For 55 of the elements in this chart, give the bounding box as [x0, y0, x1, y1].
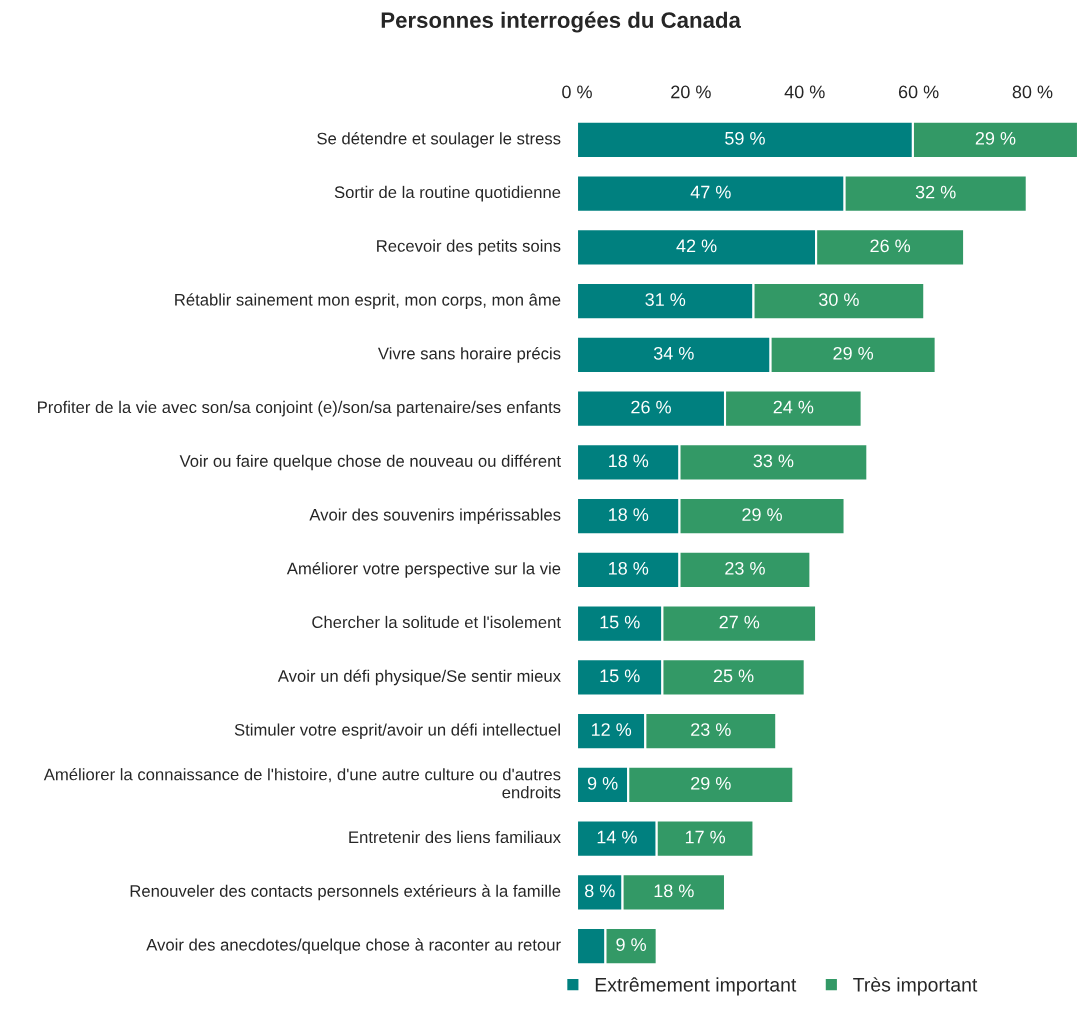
data-label: 31 %: [645, 293, 686, 306]
x-tick-label: 20 %: [671, 85, 711, 99]
data-label: 17 %: [685, 830, 726, 844]
x-tick-label: 0 %: [562, 85, 592, 99]
data-label: 18 %: [609, 508, 649, 521]
data-label: 14 %: [597, 830, 637, 844]
y-tick-label: Sortir de la routine quotidienne: [334, 185, 561, 202]
x-tick-label: 60 %: [898, 85, 939, 99]
y-tick-label: Entretenir des liens familiaux: [349, 830, 561, 844]
x-tick-label: 80 %: [1012, 85, 1053, 99]
data-label: 59 %: [725, 131, 765, 145]
y-tick-label: Recevoir des petits soins: [377, 239, 561, 256]
data-label: 9 %: [587, 776, 618, 790]
data-label: 18 %: [654, 884, 694, 898]
y-tick-label: Voir ou faire quelque chose de nouveau ou différent: [179, 454, 561, 471]
data-label: 23 %: [725, 561, 765, 575]
data-label: 29 %: [742, 508, 782, 521]
y-tick-label: Chercher la solitude et l'isolement: [312, 615, 561, 629]
data-label: 29 %: [833, 346, 874, 360]
y-tick-label: Se détendre et soulager le stress: [317, 132, 561, 148]
data-label: 27 %: [719, 615, 760, 629]
data-label: 18 %: [609, 454, 649, 468]
y-tick-label: Stimuler votre esprit/avoir un défi intellectuel: [234, 723, 560, 739]
data-label: 26 %: [870, 239, 911, 253]
data-label: 30 %: [819, 293, 859, 306]
y-tick-label: Améliorer la connaissance de l'histoire, d'une autre culture ou d'autres endroits: [43, 767, 561, 799]
x-tick-label: 40 %: [784, 85, 825, 99]
data-label: 18 %: [609, 561, 649, 575]
y-tick-label: Améliorer votre perspective sur la vie: [286, 562, 561, 578]
y-tick-label: Avoir des anecdotes/quelque chose à raconter au retour: [146, 938, 561, 954]
data-label: 29 %: [691, 776, 731, 790]
data-label: 12 %: [591, 723, 632, 736]
data-label: 8 %: [585, 884, 615, 898]
y-tick-label: Renouveler des contacts personnels extérieurs à la famille: [130, 884, 561, 901]
legend-label: Très important: [853, 977, 978, 996]
data-label: 9 %: [616, 938, 646, 951]
data-label: 29 %: [975, 131, 1016, 145]
data-label: 15 %: [600, 669, 640, 683]
legend-label: Extrêmement important: [595, 977, 797, 996]
data-label: 42 %: [676, 239, 717, 253]
data-label: 15 %: [600, 615, 640, 629]
y-tick-label: Avoir un défi physique/Se sentir mieux: [277, 669, 561, 686]
data-label: 26 %: [631, 400, 671, 414]
data-label: 32 %: [915, 185, 956, 199]
data-label: 47 %: [690, 185, 731, 199]
y-tick-label: Vivre sans horaire précis: [377, 347, 561, 363]
data-label: 23 %: [691, 723, 731, 736]
data-label: 24 %: [773, 400, 814, 414]
data-label: 33 %: [753, 454, 794, 468]
y-tick-label: Avoir des souvenirs impérissables: [309, 508, 561, 524]
chart-title: Personnes interrogées du Canada: [381, 11, 742, 33]
data-label: 34 %: [653, 346, 694, 360]
data-label: 25 %: [713, 669, 754, 683]
y-tick-label: Profiter de la vie avec son/sa conjoint (e)/son/sa partenaire/ses enfants: [38, 400, 561, 417]
y-tick-label: Rétablir sainement mon esprit, mon corps, mon âme: [175, 293, 561, 309]
